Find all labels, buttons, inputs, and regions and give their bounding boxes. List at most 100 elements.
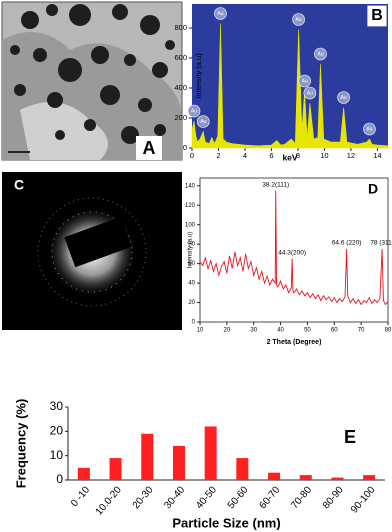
bar [77, 467, 90, 480]
bar [236, 458, 249, 480]
x-tick-label: 40 [277, 328, 284, 334]
x-tick-label: 80 [385, 328, 392, 334]
x-tick-label: 30-40 [162, 484, 187, 511]
tem-particles [10, 4, 175, 144]
peak-marker [303, 86, 317, 100]
x-tick-label: 50-60 [226, 484, 251, 511]
peak-label: Au [366, 126, 372, 132]
bar [268, 472, 281, 480]
peak-label: Au [296, 17, 302, 23]
y-tick-label: 20 [50, 424, 64, 438]
peak-label: Au [302, 78, 308, 84]
x-tick-label: 0 -10 [69, 484, 92, 509]
peak-label: Au [191, 108, 197, 114]
bar [141, 433, 154, 480]
bar [363, 475, 376, 480]
x-tick-label: 70-80 [289, 484, 314, 511]
y-tick-label: 0 [183, 143, 187, 152]
x-tick-label: 50 [304, 328, 311, 334]
bar [204, 426, 217, 480]
peak-label: 64.6 (220) [332, 240, 362, 247]
peak-label: Au [317, 51, 323, 57]
x-tick-label: 60 [331, 328, 338, 334]
saed-ring [37, 197, 147, 307]
x-axis-label: keV [282, 152, 297, 162]
x-tick-label: 8 [296, 151, 300, 160]
tem-image: A [1, 1, 183, 161]
y-axis-label: Intensity (a.u) [194, 53, 203, 99]
panel-letter: D [368, 181, 378, 197]
x-axis-label: Particle Size (nm) [172, 515, 280, 530]
beam-stopper [64, 216, 132, 268]
plot-frame [199, 177, 389, 323]
x-tick-label: 0 [190, 151, 194, 160]
peak-label: Au [200, 119, 206, 125]
x-axis-label: 2 Theta (Degree) [267, 339, 322, 346]
panel-letter-box [367, 5, 387, 27]
x-tick-label: 12 [347, 151, 355, 160]
y-tick-label: 40 [188, 281, 195, 287]
x-tick-label: 40-50 [194, 484, 219, 511]
peak-marker [363, 122, 376, 136]
x-tick-label: 6 [269, 151, 273, 160]
panel-letter: B [371, 7, 383, 24]
peak-label: 38.2(111) [262, 181, 289, 188]
peak-marker [214, 7, 227, 20]
y-tick-label: 10 [50, 448, 64, 462]
bar [331, 477, 344, 480]
bar [109, 458, 122, 480]
y-tick-label: 140 [185, 183, 196, 189]
peak-marker [337, 91, 350, 104]
y-axis-label: Frequency (%) [13, 399, 28, 489]
y-tick-label: 20 [188, 300, 195, 306]
x-tick-label: 10.0-20 [94, 484, 125, 517]
peak-label: Au [341, 95, 347, 101]
x-tick-label: 10 [197, 328, 204, 334]
y-tick-label: 80 [188, 242, 195, 248]
peak-marker [196, 115, 210, 128]
peak-marker [187, 104, 201, 118]
xrd-line [199, 190, 389, 306]
peak-marker [314, 47, 327, 61]
panel-letter: A [143, 138, 156, 158]
tem-cloud [20, 102, 108, 160]
y-tick-label: 200 [174, 113, 187, 122]
peak-label: 44.3(200) [278, 249, 306, 256]
peak-marker [292, 13, 305, 26]
x-tick-label: 10 [320, 151, 328, 160]
x-tick-label: 20-30 [131, 484, 156, 511]
saed-ring [51, 211, 133, 293]
x-tick-label: 2 [216, 151, 220, 160]
peak-label: Au [217, 11, 223, 17]
spectrum-area [191, 23, 389, 149]
peak-marker [298, 74, 311, 88]
bar [299, 475, 312, 480]
y-tick-label: 30 [50, 399, 64, 413]
saed-image: C [2, 172, 182, 330]
x-tick-label: 30 [250, 328, 257, 334]
y-tick-label: 60 [188, 261, 195, 267]
y-tick-label: 600 [174, 53, 187, 62]
panel-letter: E [344, 427, 356, 447]
x-tick-label: 14 [373, 151, 381, 160]
panel-letter: C [14, 177, 24, 193]
x-tick-label: 90-100 [349, 484, 378, 515]
panel-letter-box [364, 180, 382, 200]
y-tick-label: 0 [192, 320, 196, 326]
x-tick-label: 60-70 [258, 484, 283, 511]
y-axis-label: Intensity (a.u) [188, 232, 194, 268]
y-tick-label: 120 [185, 203, 196, 209]
y-tick-label: 400 [174, 83, 187, 92]
y-tick-label: 100 [185, 222, 196, 228]
y-tick-label: 800 [174, 23, 187, 32]
x-tick-label: 80-90 [321, 484, 346, 511]
plot-background [192, 4, 388, 148]
x-tick-label: 70 [358, 328, 365, 334]
y-tick-label: 0 [56, 472, 63, 486]
peak-label: 78 (311) [370, 240, 392, 247]
bar [172, 445, 185, 480]
x-tick-label: 20 [224, 328, 231, 334]
panel-letter-box [136, 136, 162, 160]
